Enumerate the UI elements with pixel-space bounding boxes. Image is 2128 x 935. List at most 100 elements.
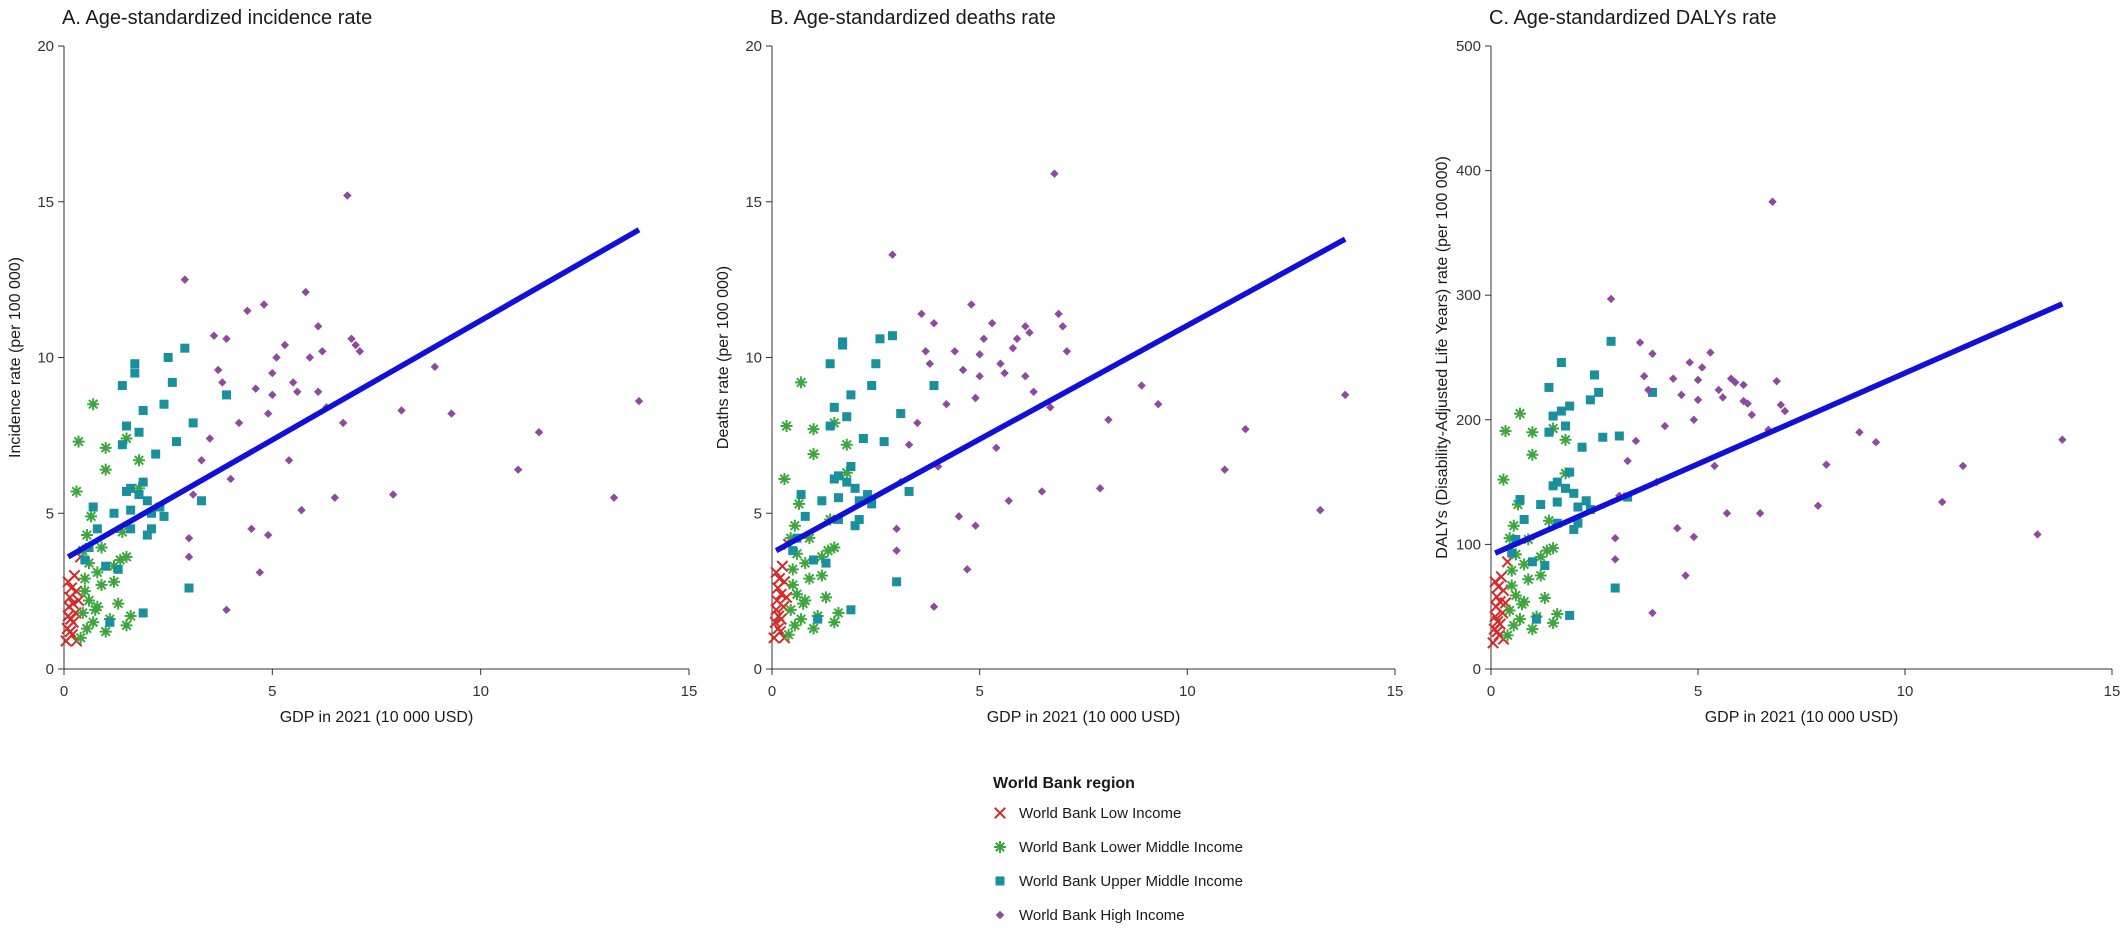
data-point — [112, 597, 125, 610]
data-point — [70, 485, 83, 498]
data-point — [832, 606, 845, 619]
data-point — [904, 440, 914, 449]
data-point — [929, 602, 939, 611]
data-point — [117, 440, 127, 450]
panel-0: A. Age-standardized incidence rate 0 5 10 15… — [7, 7, 697, 726]
data-point — [1559, 433, 1572, 446]
data-point — [846, 462, 856, 472]
x-tick-label: 15 — [1387, 683, 1404, 700]
data-point — [796, 490, 806, 500]
x-tick-label: 0 — [768, 683, 776, 700]
data-point — [297, 505, 306, 515]
x-tick-label: 5 — [975, 683, 983, 700]
x-tick-label: 10 — [1179, 683, 1196, 700]
data-point — [1489, 575, 1502, 588]
data-point — [1747, 410, 1757, 420]
data-point — [892, 524, 901, 534]
data-point — [1565, 467, 1575, 477]
data-point — [1561, 421, 1571, 431]
data-point — [770, 603, 783, 616]
data-point — [790, 588, 803, 601]
data-point — [1497, 473, 1510, 486]
data-point — [1561, 483, 1571, 493]
data-point — [1503, 532, 1516, 545]
data-point — [1021, 322, 1030, 331]
data-point — [222, 390, 231, 400]
y-tick-label: 0 — [46, 661, 54, 678]
data-point — [782, 628, 795, 641]
data-point — [197, 456, 206, 465]
data-point — [120, 619, 133, 632]
data-point — [815, 550, 828, 563]
data-point — [634, 396, 644, 406]
data-point — [205, 434, 215, 443]
data-point — [795, 613, 808, 626]
data-point — [338, 418, 348, 428]
data-point — [807, 622, 820, 635]
data-point — [78, 585, 91, 598]
x-tick-label: 15 — [681, 683, 698, 700]
data-point — [301, 287, 310, 297]
data-point — [247, 524, 256, 534]
data-point — [1556, 357, 1566, 367]
data-point — [1644, 385, 1653, 395]
data-point — [138, 405, 148, 415]
data-point — [1012, 334, 1022, 344]
data-point — [799, 557, 812, 570]
data-point — [992, 443, 1001, 453]
data-point — [1639, 371, 1649, 381]
data-point — [772, 622, 785, 635]
data-point — [255, 568, 265, 577]
data-point — [134, 427, 144, 437]
data-point — [1958, 461, 1968, 471]
data-point — [971, 393, 980, 403]
data-point — [1000, 368, 1009, 378]
data-point — [147, 524, 156, 534]
data-point — [1062, 347, 1072, 356]
data-point — [1544, 427, 1554, 437]
data-point — [263, 530, 273, 540]
data-point — [1505, 564, 1518, 577]
data-point — [1519, 514, 1529, 524]
data-point — [892, 546, 901, 555]
data-point — [330, 493, 340, 502]
panel-title: B. Age-standardized deaths rate — [770, 7, 1056, 29]
data-point — [921, 347, 930, 356]
data-point — [1581, 496, 1591, 506]
data-point — [807, 448, 820, 461]
data-point — [222, 605, 231, 615]
y-tick-label: 0 — [1473, 661, 1481, 678]
data-point — [828, 541, 841, 554]
data-point — [430, 362, 440, 372]
legend-label: World Bank Lower Middle Income — [1019, 839, 1243, 856]
data-point — [1340, 390, 1350, 400]
data-point — [1681, 571, 1690, 580]
data-point — [213, 365, 223, 375]
data-point — [1755, 509, 1765, 518]
data-point — [892, 577, 902, 587]
data-point — [975, 350, 984, 359]
data-point — [867, 381, 877, 391]
data-point — [305, 353, 315, 362]
data-point — [113, 564, 123, 574]
data-point — [126, 524, 136, 534]
data-point — [293, 387, 302, 396]
data-point — [355, 347, 365, 356]
data-point — [1938, 497, 1947, 507]
data-point — [67, 616, 80, 629]
legend-item: World Bank High Income — [995, 907, 1185, 924]
data-point — [842, 412, 852, 422]
data-point — [1505, 579, 1518, 592]
data-point — [828, 616, 841, 629]
data-point — [1614, 431, 1624, 441]
y-tick-label: 5 — [46, 505, 54, 522]
data-point — [1635, 338, 1645, 347]
data-point — [1569, 488, 1579, 498]
data-point — [1606, 336, 1616, 346]
data-point — [85, 510, 98, 523]
data-point — [1534, 569, 1547, 582]
series-group — [1487, 555, 1514, 649]
data-point — [1718, 393, 1728, 402]
data-point — [1577, 442, 1587, 452]
data-point — [197, 496, 206, 506]
